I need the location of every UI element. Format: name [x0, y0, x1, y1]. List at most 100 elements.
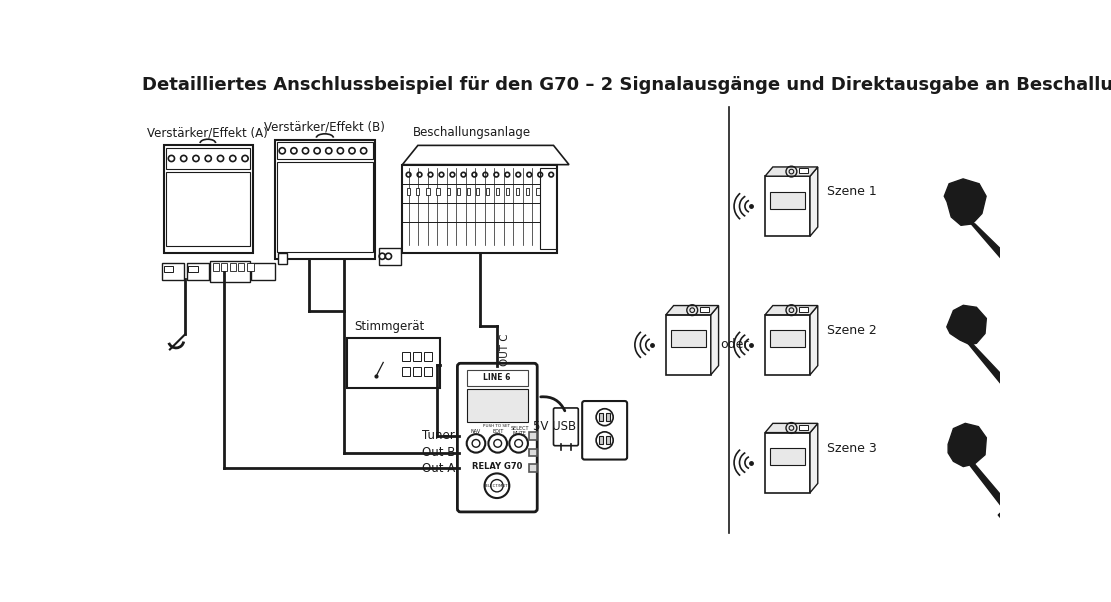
- Bar: [527, 188, 530, 196]
- Text: Tuner: Tuner: [422, 429, 456, 442]
- Bar: [765, 315, 810, 375]
- Bar: [379, 248, 401, 265]
- Bar: [424, 352, 432, 361]
- Text: Szene 1: Szene 1: [827, 185, 877, 198]
- Text: SELECT/MUTE: SELECT/MUTE: [483, 484, 510, 488]
- Text: SELECT
MUTE: SELECT MUTE: [510, 426, 529, 436]
- Bar: [402, 352, 410, 361]
- Bar: [540, 169, 556, 249]
- Bar: [607, 414, 610, 421]
- Bar: [221, 263, 228, 271]
- Bar: [402, 367, 410, 376]
- Polygon shape: [948, 423, 987, 467]
- Polygon shape: [970, 223, 1019, 271]
- Text: Out B: Out B: [422, 446, 456, 459]
- Bar: [251, 263, 274, 280]
- FancyBboxPatch shape: [582, 401, 627, 459]
- Bar: [212, 263, 219, 271]
- Text: Stimmgerät: Stimmgerät: [354, 320, 424, 334]
- Bar: [530, 432, 538, 439]
- Polygon shape: [970, 464, 1010, 510]
- Bar: [278, 253, 287, 264]
- Bar: [347, 338, 440, 388]
- Bar: [700, 307, 709, 312]
- Bar: [230, 263, 236, 271]
- Text: Szene 2: Szene 2: [827, 324, 877, 337]
- Polygon shape: [944, 179, 987, 225]
- Polygon shape: [947, 305, 987, 344]
- Polygon shape: [810, 423, 818, 492]
- Bar: [770, 191, 805, 208]
- Bar: [467, 188, 470, 196]
- Bar: [417, 188, 420, 196]
- Text: Verstärker/Effekt (B): Verstärker/Effekt (B): [264, 121, 386, 134]
- FancyBboxPatch shape: [458, 363, 538, 512]
- Text: NAV: NAV: [471, 429, 481, 433]
- Text: OUT C: OUT C: [500, 333, 510, 366]
- Bar: [467, 370, 528, 386]
- Bar: [467, 389, 528, 422]
- Bar: [427, 188, 430, 196]
- Polygon shape: [998, 505, 1014, 520]
- Bar: [671, 330, 707, 347]
- Bar: [238, 263, 244, 271]
- Bar: [599, 436, 603, 444]
- Bar: [187, 263, 209, 280]
- Bar: [599, 414, 603, 421]
- Bar: [277, 142, 373, 160]
- Bar: [770, 330, 805, 347]
- Text: PUSH TO SET: PUSH TO SET: [483, 424, 510, 427]
- Bar: [274, 140, 376, 259]
- Bar: [487, 188, 489, 196]
- Text: Detailliertes Anschlussbeispiel für den G70 – 2 Signalausgänge und Direktausgabe: Detailliertes Anschlussbeispiel für den …: [142, 76, 1111, 94]
- Text: LINE 6: LINE 6: [483, 373, 511, 382]
- Bar: [799, 169, 809, 173]
- Bar: [166, 172, 250, 246]
- Polygon shape: [711, 306, 719, 375]
- Polygon shape: [665, 306, 719, 315]
- Text: Verstärker/Effekt (A): Verstärker/Effekt (A): [148, 126, 268, 139]
- Bar: [447, 188, 450, 196]
- Bar: [497, 188, 499, 196]
- Polygon shape: [1009, 267, 1025, 283]
- Bar: [407, 188, 410, 196]
- Polygon shape: [810, 306, 818, 375]
- Bar: [189, 266, 198, 273]
- Text: EDIT: EDIT: [492, 429, 503, 433]
- FancyBboxPatch shape: [553, 408, 579, 445]
- Bar: [402, 164, 558, 253]
- Bar: [507, 188, 509, 196]
- Bar: [413, 352, 421, 361]
- Bar: [799, 307, 809, 312]
- Bar: [765, 176, 810, 236]
- Bar: [437, 188, 440, 196]
- Bar: [537, 188, 540, 196]
- Bar: [517, 188, 520, 196]
- Polygon shape: [765, 423, 818, 433]
- Bar: [765, 433, 810, 492]
- Polygon shape: [810, 167, 818, 236]
- Bar: [210, 261, 250, 282]
- Bar: [665, 315, 711, 375]
- Text: Out A: Out A: [422, 462, 456, 474]
- Bar: [162, 263, 183, 280]
- Bar: [277, 161, 373, 252]
- Polygon shape: [765, 306, 818, 315]
- Bar: [163, 266, 173, 273]
- Polygon shape: [765, 167, 818, 176]
- Bar: [770, 448, 805, 465]
- Bar: [799, 425, 809, 429]
- Text: RELAY G70: RELAY G70: [472, 462, 522, 471]
- Bar: [530, 448, 538, 456]
- Bar: [424, 367, 432, 376]
- Text: 5V USB: 5V USB: [533, 420, 577, 433]
- Bar: [413, 367, 421, 376]
- Bar: [210, 263, 249, 280]
- Bar: [248, 263, 253, 271]
- Bar: [163, 146, 253, 253]
- Bar: [530, 464, 538, 472]
- Bar: [166, 147, 250, 169]
- Text: Szene 3: Szene 3: [827, 441, 877, 455]
- Bar: [607, 436, 610, 444]
- Bar: [457, 188, 460, 196]
